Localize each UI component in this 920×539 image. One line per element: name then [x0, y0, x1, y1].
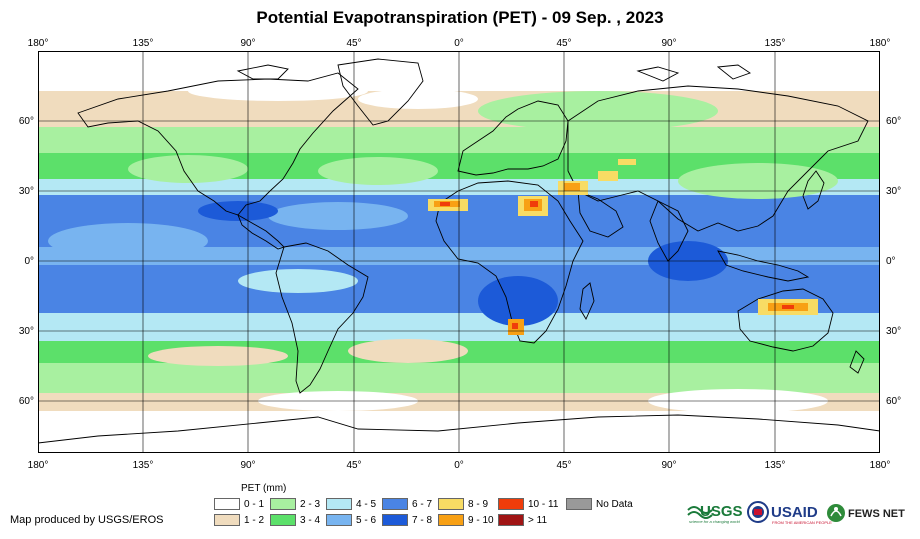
lon-tick-top: 135°: [764, 38, 786, 49]
lon-tick-bottom: 180°: [869, 460, 891, 471]
map-title: Potential Evapotranspiration (PET) - 09 …: [256, 8, 664, 27]
lon-tick-top: 45°: [346, 38, 362, 49]
legend-item: 3 - 4: [270, 514, 360, 526]
legend-title: PET (mm): [241, 483, 287, 494]
legend-item: 6 - 7: [382, 498, 472, 510]
legend-label: 10 - 11: [528, 498, 559, 510]
legend-swatch: [214, 498, 240, 510]
legend-item: 9 - 10: [438, 514, 528, 526]
lat-tick-right: 60°: [886, 396, 902, 407]
legend-swatch: [382, 514, 408, 526]
legend-item: > 11: [498, 514, 588, 526]
legend-label: 1 - 2: [244, 514, 265, 526]
pet-variations: [48, 81, 838, 413]
legend-label: 2 - 3: [300, 498, 321, 510]
lon-tick-top: 90°: [661, 38, 677, 49]
japan: [802, 170, 825, 210]
legend-label: 9 - 10: [468, 514, 494, 526]
legend-swatch: [326, 514, 352, 526]
lon-tick-bottom: 90°: [661, 460, 677, 471]
map-frame: [38, 51, 880, 453]
legend-item: 0 - 1: [214, 498, 304, 510]
antarctica: [38, 414, 880, 453]
credit-text: Map produced by USGS/EROS: [10, 514, 164, 526]
legend-label: 8 - 9: [468, 498, 489, 510]
lon-tick-bottom: 180°: [27, 460, 49, 471]
lat-tick-left: 0°: [24, 256, 34, 267]
lon-tick-top: 90°: [240, 38, 256, 49]
legend-swatch: [438, 514, 464, 526]
legend-label: 7 - 8: [412, 514, 433, 526]
legend-swatch: [326, 498, 352, 510]
continents: [38, 58, 880, 453]
legend-label: 0 - 1: [244, 498, 265, 510]
arctic-islands: [236, 64, 751, 82]
lat-tick-right: 0°: [886, 256, 896, 267]
legend-swatch: [270, 514, 296, 526]
fewsnet-wordmark: FEWS NET: [848, 508, 905, 520]
central-america: [237, 213, 285, 250]
pet-map: [38, 51, 880, 453]
lat-tick-left: 30°: [18, 326, 34, 337]
lat-tick-right: 30°: [886, 326, 902, 337]
lat-tick-right: 60°: [886, 116, 902, 127]
legend-item: 2 - 3: [270, 498, 360, 510]
australia: [737, 288, 834, 352]
legend-swatch: [498, 498, 524, 510]
lat-tick-left: 30°: [18, 186, 34, 197]
lon-tick-top: 45°: [556, 38, 572, 49]
indian-subcontinent: [649, 200, 689, 262]
graticule: [38, 51, 880, 453]
legend-swatch: [498, 514, 524, 526]
arabian-peninsula: [577, 190, 624, 238]
lon-tick-top: 0°: [454, 38, 464, 49]
legend-item: 7 - 8: [382, 514, 472, 526]
legend-swatch: [382, 498, 408, 510]
new-zealand: [849, 350, 865, 374]
lat-tick-left: 60°: [18, 396, 34, 407]
lon-tick-top: 180°: [869, 38, 891, 49]
legend-swatch: [438, 498, 464, 510]
lon-tick-bottom: 45°: [556, 460, 572, 471]
legend-item: 1 - 2: [214, 514, 304, 526]
asia: [567, 85, 869, 232]
legend-swatch: [270, 498, 296, 510]
agency-logos: USGS science for a changing world USAID …: [687, 501, 905, 525]
legend-label: > 11: [528, 514, 547, 526]
lon-tick-bottom: 135°: [764, 460, 786, 471]
usaid-wordmark: USAID: [771, 504, 818, 521]
usgs-tagline: science for a changing world: [689, 519, 740, 524]
lon-tick-top: 135°: [132, 38, 154, 49]
greenland: [337, 58, 424, 126]
legend-item: 5 - 6: [326, 514, 416, 526]
south-america: [275, 242, 369, 394]
legend-label: 4 - 5: [356, 498, 377, 510]
usaid-logo: USAID FROM THE AMERICAN PEOPLE: [747, 501, 832, 525]
legend-label: No Data: [596, 498, 633, 510]
legend-label: 6 - 7: [412, 498, 433, 510]
legend-item: 10 - 11: [498, 498, 588, 510]
usaid-tagline: FROM THE AMERICAN PEOPLE: [772, 520, 832, 525]
usgs-logo: USGS science for a changing world: [687, 503, 743, 524]
madagascar: [579, 282, 595, 320]
legend-item: 8 - 9: [438, 498, 528, 510]
legend-item: 4 - 5: [326, 498, 416, 510]
lon-tick-bottom: 45°: [346, 460, 362, 471]
lon-tick-top: 180°: [27, 38, 49, 49]
legend-item: No Data: [566, 498, 656, 510]
legend-swatch: [566, 498, 592, 510]
fewsnet-logo: FEWS NET: [827, 504, 905, 522]
lon-tick-bottom: 90°: [240, 460, 256, 471]
lon-tick-bottom: 0°: [454, 460, 464, 471]
legend-label: 5 - 6: [356, 514, 377, 526]
lon-tick-bottom: 135°: [132, 460, 154, 471]
usgs-wordmark: USGS: [700, 503, 743, 520]
lat-tick-left: 60°: [18, 116, 34, 127]
indonesia: [717, 250, 810, 282]
lat-tick-right: 30°: [886, 186, 902, 197]
legend-label: 3 - 4: [300, 514, 321, 526]
legend-swatch: [214, 514, 240, 526]
